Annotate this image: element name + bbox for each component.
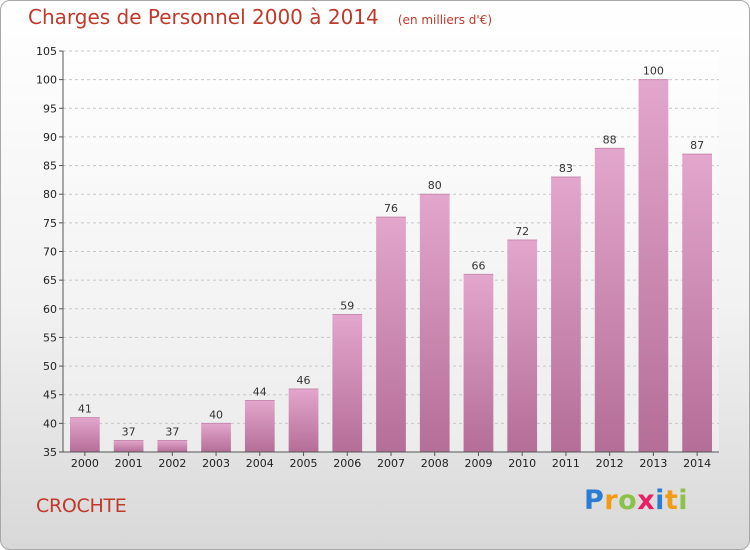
logo-letter: x — [637, 485, 656, 516]
y-tick-label: 55 — [43, 331, 57, 344]
bar — [682, 154, 713, 452]
data-label: 83 — [559, 162, 573, 175]
x-tick-label: 2010 — [508, 457, 536, 470]
y-tick-label: 65 — [43, 274, 57, 287]
x-tick-label: 2006 — [333, 457, 361, 470]
data-label: 72 — [515, 225, 529, 238]
bar — [157, 440, 188, 452]
x-tick-label: 2007 — [377, 457, 405, 470]
x-tick-label: 2008 — [421, 457, 449, 470]
y-tick-label: 40 — [43, 417, 57, 430]
logo-letter: i — [678, 485, 689, 516]
x-tick-label: 2011 — [552, 457, 580, 470]
y-tick-label: 45 — [43, 389, 57, 402]
data-label: 66 — [471, 259, 485, 272]
bar — [463, 274, 494, 452]
data-label: 41 — [78, 403, 92, 416]
y-tick-label: 50 — [43, 360, 57, 373]
bar — [419, 194, 450, 452]
bar — [244, 400, 275, 452]
y-tick-label: 60 — [43, 303, 57, 316]
location-name: CROCHTE — [36, 495, 127, 517]
x-tick-label: 2000 — [71, 457, 99, 470]
x-tick-label: 2014 — [683, 457, 711, 470]
logo-letter: r — [604, 485, 619, 516]
chart-subtitle: (en milliers d'€) — [397, 13, 492, 27]
bar — [551, 177, 581, 452]
data-label: 100 — [643, 65, 664, 78]
x-tick-label: 2012 — [596, 457, 624, 470]
logo-letter: o — [618, 485, 638, 516]
proxiti-logo[interactable]: Proxiti — [584, 485, 688, 516]
bar — [288, 388, 319, 452]
logo-letter: i — [655, 485, 665, 516]
y-tick-label: 35 — [43, 446, 57, 459]
bar — [201, 423, 231, 452]
bar-layer: 41 37 37 40 44 46 59 76 80 66 72 83 88 100 87 — [69, 65, 713, 453]
y-tick-label: 105 — [36, 45, 57, 58]
data-label: 37 — [122, 426, 136, 439]
y-tick-label: 90 — [43, 131, 57, 144]
bar — [376, 217, 406, 452]
logo-letter: t — [664, 485, 679, 516]
bar — [594, 148, 625, 452]
bar — [332, 314, 363, 452]
data-label: 80 — [428, 179, 442, 192]
bar — [113, 440, 144, 452]
y-tick-label: 70 — [43, 246, 57, 259]
data-label: 46 — [297, 374, 311, 387]
data-label: 44 — [253, 385, 267, 398]
logo-letter: P — [584, 485, 605, 516]
data-label: 40 — [209, 408, 223, 421]
x-tick-label: 2003 — [202, 457, 230, 470]
x-tick-label: 2009 — [464, 457, 492, 470]
data-label: 88 — [603, 133, 617, 146]
x-tick-label: 2001 — [115, 457, 143, 470]
y-tick-label: 100 — [36, 74, 57, 87]
y-tick-label: 85 — [43, 160, 57, 173]
x-tick-label: 2013 — [639, 457, 667, 470]
bar — [69, 417, 100, 452]
axis-layer: 35 40 45 50 55 60 65 70 75 80 85 90 95 100 105 2000 2001… — [36, 45, 719, 470]
x-tick-label: 2002 — [158, 457, 186, 470]
y-tick-label: 75 — [43, 217, 57, 230]
data-label: 37 — [165, 426, 179, 439]
bar — [638, 79, 669, 453]
bar — [507, 240, 538, 452]
x-tick-label: 2004 — [246, 457, 274, 470]
y-tick-label: 80 — [43, 188, 57, 201]
title-block: Charges de Personnel 2000 à 2014 (en mil… — [28, 5, 492, 29]
data-label: 87 — [690, 139, 704, 152]
x-tick-label: 2005 — [290, 457, 318, 470]
chart-title: Charges de Personnel 2000 à 2014 — [28, 5, 379, 29]
y-tick-label: 95 — [43, 102, 57, 115]
data-label: 59 — [340, 300, 354, 313]
data-label: 76 — [384, 202, 398, 215]
